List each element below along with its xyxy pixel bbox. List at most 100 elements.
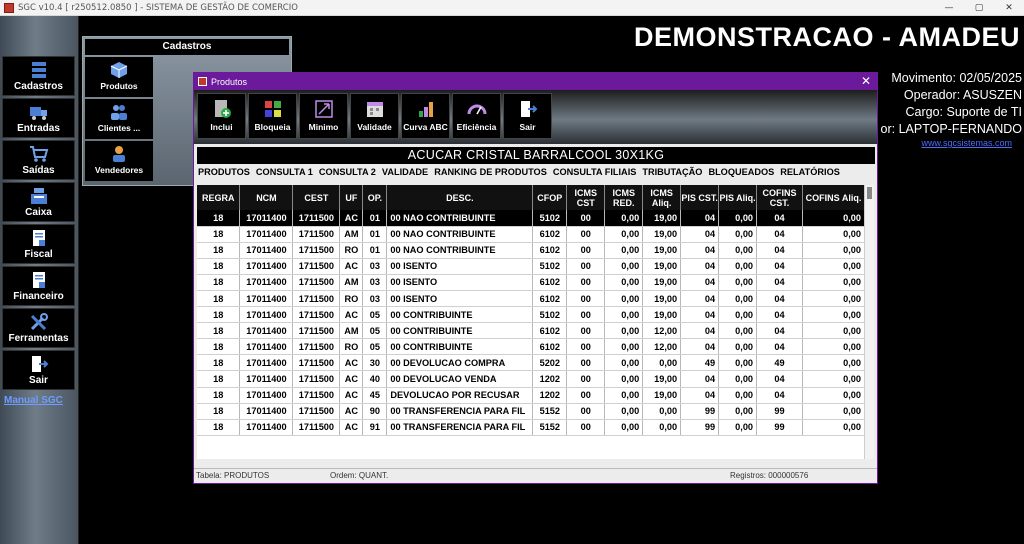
column-header[interactable]: REGRA bbox=[197, 185, 241, 210]
table-cell: 1711500 bbox=[292, 226, 341, 243]
column-header[interactable]: OP. bbox=[362, 185, 388, 210]
close-window-button[interactable]: ✕ bbox=[1005, 3, 1013, 13]
website-link[interactable]: www.sgcsistemas.com bbox=[921, 138, 1012, 148]
inclui-button[interactable]: Inclui bbox=[197, 93, 246, 139]
table-cell: 00 bbox=[566, 403, 606, 420]
table-cell: 1711500 bbox=[292, 403, 341, 420]
toolbar-button-label: Sair bbox=[519, 122, 536, 132]
sidebar-item-saidas[interactable]: Saídas bbox=[2, 140, 75, 180]
operador-name: Operador: ASUSZEN bbox=[903, 88, 1022, 102]
eficiencia-button[interactable]: Eficiência bbox=[452, 93, 501, 139]
close-icon[interactable]: ✕ bbox=[860, 74, 871, 88]
table-cell: 6102 bbox=[532, 226, 568, 243]
table-cell: 0,00 bbox=[802, 290, 865, 308]
column-header[interactable]: UF bbox=[339, 185, 364, 210]
maximize-button[interactable]: ▢ bbox=[974, 3, 984, 13]
sidebar-item-ferramentas[interactable]: Ferramentas bbox=[2, 308, 75, 348]
table-row[interactable]: 18 17011400 1711500 RO 03 00 ISENTO 6102 00 0,00… bbox=[197, 290, 865, 308]
table-cell: 6102 bbox=[532, 322, 568, 340]
sidebar-item-label: Entradas bbox=[17, 123, 60, 134]
tab-ranking-de-produtos[interactable]: RANKING DE PRODUTOS bbox=[434, 167, 547, 177]
sidebar-item-sair[interactable]: Sair bbox=[2, 350, 75, 390]
table-cell: 0,00 bbox=[718, 322, 758, 340]
tab-consulta-filiais[interactable]: CONSULTA FILIAIS bbox=[552, 167, 637, 177]
cadastros-item-vendedores[interactable]: Vendedores bbox=[85, 141, 153, 181]
table-cell: 1202 bbox=[532, 370, 568, 388]
tab-relatorios[interactable]: RELATÓRIOS bbox=[780, 167, 840, 177]
table-row[interactable]: 18 17011400 1711500 AC 91 00 TRANSFERENCIA PA… bbox=[197, 419, 865, 436]
sidebar-item-cadastros[interactable]: Cadastros bbox=[2, 56, 75, 96]
window-controls: — ▢ ✕ bbox=[934, 0, 1024, 16]
column-header[interactable]: ICMS RED. bbox=[604, 185, 644, 210]
table-row[interactable]: 18 17011400 1711500 AM 03 00 ISENTO 6102 00 0,00… bbox=[197, 274, 865, 291]
curva-abc-button[interactable]: Curva ABC bbox=[401, 93, 450, 139]
sair-toolbar-button[interactable]: Sair bbox=[503, 93, 552, 139]
table-row[interactable]: 18 17011400 1711500 AC 03 00 ISENTO 5102 00 0,00… bbox=[197, 258, 865, 275]
minimo-button[interactable]: Minimo bbox=[299, 93, 348, 139]
table-row[interactable]: 18 17011400 1711500 AC 30 00 DEVOLUCAO COMPRA… bbox=[197, 354, 865, 372]
table-row[interactable]: 18 17011400 1711500 AC 05 00 CONTRIBUINTE 5102… bbox=[197, 306, 865, 324]
table-cell: 0,00 bbox=[604, 242, 644, 259]
table-cell: 0,00 bbox=[802, 338, 865, 356]
table-cell: 19,00 bbox=[642, 274, 682, 291]
column-header[interactable]: PIS Aliq. bbox=[718, 185, 758, 210]
cadastros-item-clientes[interactable]: Clientes ... bbox=[85, 99, 153, 139]
scrollbar-thumb[interactable] bbox=[867, 187, 872, 199]
table-row[interactable]: 18 17011400 1711500 RO 01 00 NAO CONTRIBUINTE… bbox=[197, 242, 865, 259]
sidebar-item-financeiro[interactable]: Financeiro bbox=[2, 266, 75, 306]
table-cell: 04 bbox=[756, 338, 803, 356]
table-row[interactable]: 18 17011400 1711500 AC 40 00 DEVOLUCAO VENDA 1… bbox=[197, 370, 865, 388]
manual-link[interactable]: Manual SGC bbox=[4, 395, 63, 406]
table-cell: 00 bbox=[566, 387, 606, 404]
bloqueia-button[interactable]: Bloqueia bbox=[248, 93, 297, 139]
sidebar-item-fiscal[interactable]: Fiscal bbox=[2, 224, 75, 264]
table-row[interactable]: 18 17011400 1711500 AC 01 00 NAO CONTRIBUINTE… bbox=[197, 210, 865, 227]
column-header[interactable]: ICMS Aliq. bbox=[642, 185, 682, 210]
tab-bloqueados[interactable]: BLOQUEADOS bbox=[708, 167, 775, 177]
column-header[interactable]: CFOP bbox=[532, 185, 568, 210]
table-row[interactable]: 18 17011400 1711500 AM 05 00 CONTRIBUINTE 6102… bbox=[197, 322, 865, 340]
table-cell: 19,00 bbox=[642, 387, 682, 404]
table-cell: AC bbox=[339, 403, 364, 420]
tab-validade[interactable]: VALIDADE bbox=[381, 167, 429, 177]
sidebar-item-caixa[interactable]: Caixa bbox=[2, 182, 75, 222]
table-cell: 0,00 bbox=[802, 419, 865, 436]
main-sidebar: Cadastros Entradas Saídas Caixa Fiscal F… bbox=[0, 16, 79, 544]
tab-produtos[interactable]: PRODUTOS bbox=[198, 167, 250, 177]
table-row[interactable]: 18 17011400 1711500 RO 05 00 CONTRIBUINTE 6102… bbox=[197, 338, 865, 356]
table-cell: RO bbox=[339, 290, 364, 308]
table-row[interactable]: 18 17011400 1711500 AM 01 00 NAO CONTRIBUINTE… bbox=[197, 226, 865, 243]
tab-consulta-2[interactable]: CONSULTA 2 bbox=[318, 167, 376, 177]
table-cell: 0,00 bbox=[802, 242, 865, 259]
table-cell: 00 CONTRIBUINTE bbox=[386, 306, 534, 324]
table-row[interactable]: 18 17011400 1711500 AC 90 00 TRANSFERENCIA PA… bbox=[197, 403, 865, 420]
os-titlebar: SGC v10.4 [ r250512.0850 ] - SISTEMA DE … bbox=[0, 0, 1024, 16]
table-cell: RO bbox=[339, 242, 364, 259]
validade-button[interactable]: Validade bbox=[350, 93, 399, 139]
salesperson-icon bbox=[113, 146, 125, 162]
column-header[interactable]: PIS CST. bbox=[680, 185, 720, 210]
table-cell: AC bbox=[339, 258, 364, 275]
sidebar-item-entradas[interactable]: Entradas bbox=[2, 98, 75, 138]
table-cell: 01 bbox=[362, 242, 388, 259]
column-header[interactable]: ICMS CST bbox=[566, 185, 606, 210]
produtos-toolbar: Inclui Bloqueia Minimo Validade Curva AB… bbox=[194, 90, 877, 144]
table-cell: 00 TRANSFERENCIA PARA FIL bbox=[386, 419, 534, 436]
table-row[interactable]: 18 17011400 1711500 AC 45 DEVOLUCAO POR RECUS… bbox=[197, 387, 865, 404]
tab-consulta-1[interactable]: CONSULTA 1 bbox=[255, 167, 313, 177]
minimize-button[interactable]: — bbox=[944, 3, 954, 13]
column-header[interactable]: COFINS Aliq. bbox=[802, 185, 865, 210]
tab-tributacao[interactable]: TRIBUTAÇÃO bbox=[642, 167, 703, 177]
table-cell: 00 DEVOLUCAO COMPRA bbox=[386, 354, 534, 372]
sidebar-item-label: Cadastros bbox=[14, 81, 63, 92]
column-header[interactable]: NCM bbox=[239, 185, 294, 210]
column-header[interactable]: COFINS CST. bbox=[756, 185, 803, 210]
column-header[interactable]: DESC. bbox=[386, 185, 534, 210]
table-scrollbar[interactable] bbox=[864, 185, 874, 459]
cadastros-item-produtos[interactable]: Produtos bbox=[85, 57, 153, 97]
column-header[interactable]: CEST bbox=[292, 185, 341, 210]
table-cell: 04 bbox=[680, 338, 720, 356]
table-cell: 18 bbox=[197, 290, 241, 308]
table-cell: 90 bbox=[362, 403, 388, 420]
table-cell: 18 bbox=[197, 322, 241, 340]
